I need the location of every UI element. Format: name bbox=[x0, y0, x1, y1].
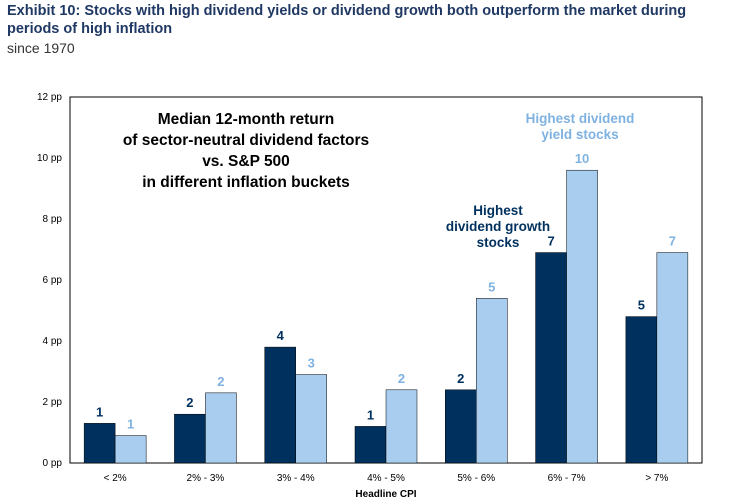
data-label-dividend-growth: 4 bbox=[277, 328, 285, 343]
data-label-dividend-growth: 7 bbox=[547, 234, 554, 249]
x-category-label: 5% - 6% bbox=[457, 473, 495, 484]
bar-dividend-yield bbox=[476, 298, 508, 464]
x-axis: < 2% 2% - 3% 3% - 4% 4% - 5% 5% - 6% 6% - 7% >… bbox=[104, 473, 669, 484]
data-label-dividend-growth: 1 bbox=[96, 404, 103, 419]
y-tick-label: 10 pp bbox=[37, 153, 62, 164]
bars bbox=[83, 169, 689, 464]
data-label-dividend-growth: 5 bbox=[638, 298, 645, 313]
chart-title-line: vs. S&P 500 bbox=[202, 153, 290, 170]
bar-dividend-growth bbox=[535, 252, 567, 464]
y-tick-label: 4 pp bbox=[43, 336, 63, 347]
x-category-label: < 2% bbox=[104, 473, 127, 484]
x-category-label: 4% - 5% bbox=[367, 473, 405, 484]
chart-title: Median 12-month return of sector-neutral … bbox=[123, 111, 369, 191]
bar-dividend-yield bbox=[566, 169, 598, 464]
annotation-dividend-growth: dividend growth bbox=[446, 219, 550, 234]
bar-dividend-growth bbox=[174, 413, 206, 464]
annotation-dividend-growth: stocks bbox=[477, 235, 520, 250]
x-category-label: 2% - 3% bbox=[187, 473, 225, 484]
data-label-dividend-growth: 1 bbox=[367, 407, 374, 422]
bar-dividend-growth bbox=[83, 423, 116, 464]
chart-title-line: of sector-neutral dividend factors bbox=[123, 132, 369, 149]
bar-dividend-yield bbox=[295, 374, 327, 464]
bar-dividend-growth bbox=[264, 346, 296, 464]
y-tick-label: 12 pp bbox=[37, 92, 62, 103]
bar-dividend-yield bbox=[205, 392, 237, 464]
data-label-dividend-yield: 1 bbox=[127, 417, 134, 432]
x-category-label: 3% - 4% bbox=[277, 473, 315, 484]
data-label-dividend-yield: 10 bbox=[575, 151, 589, 166]
x-axis-title: Headline CPI bbox=[355, 489, 416, 500]
chart-title-line: Median 12-month return bbox=[158, 111, 335, 128]
annotation-dividend-yield: Highest dividend bbox=[526, 111, 635, 126]
bar-dividend-growth bbox=[354, 426, 387, 464]
exhibit-title: Exhibit 10: Stocks with high dividend yi… bbox=[7, 3, 687, 37]
y-tick-label: 2 pp bbox=[43, 397, 63, 408]
data-label-dividend-yield: 7 bbox=[669, 234, 676, 249]
bar-dividend-growth bbox=[625, 316, 658, 464]
data-label-dividend-yield: 3 bbox=[308, 356, 315, 371]
data-label-dividend-growth: 2 bbox=[186, 395, 193, 410]
data-labels: 1 1 2 2 4 3 1 2 2 5 7 10 5 7 bbox=[96, 151, 676, 431]
bar-dividend-yield bbox=[656, 252, 689, 464]
y-tick-label: 0 pp bbox=[43, 458, 63, 469]
annotation-dividend-yield: yield stocks bbox=[541, 127, 618, 142]
bar-dividend-yield bbox=[114, 435, 147, 464]
y-axis: 0 pp 2 pp 4 pp 6 pp 8 pp 10 pp 12 pp bbox=[37, 92, 62, 469]
x-category-label: > 7% bbox=[645, 473, 668, 484]
y-tick-label: 8 pp bbox=[43, 214, 63, 225]
data-label-dividend-yield: 2 bbox=[398, 371, 405, 386]
y-tick-label: 6 pp bbox=[43, 275, 63, 286]
data-label-dividend-yield: 5 bbox=[488, 279, 495, 294]
chart-title-line: in different inflation buckets bbox=[142, 174, 350, 191]
annotation-dividend-growth: Highest bbox=[473, 203, 523, 218]
x-category-label: 6% - 7% bbox=[548, 473, 586, 484]
exhibit-subtitle: since 1970 bbox=[7, 40, 75, 56]
bar-dividend-growth bbox=[445, 389, 477, 464]
data-label-dividend-growth: 2 bbox=[457, 371, 464, 386]
bar-dividend-yield bbox=[385, 389, 418, 464]
data-label-dividend-yield: 2 bbox=[217, 374, 224, 389]
